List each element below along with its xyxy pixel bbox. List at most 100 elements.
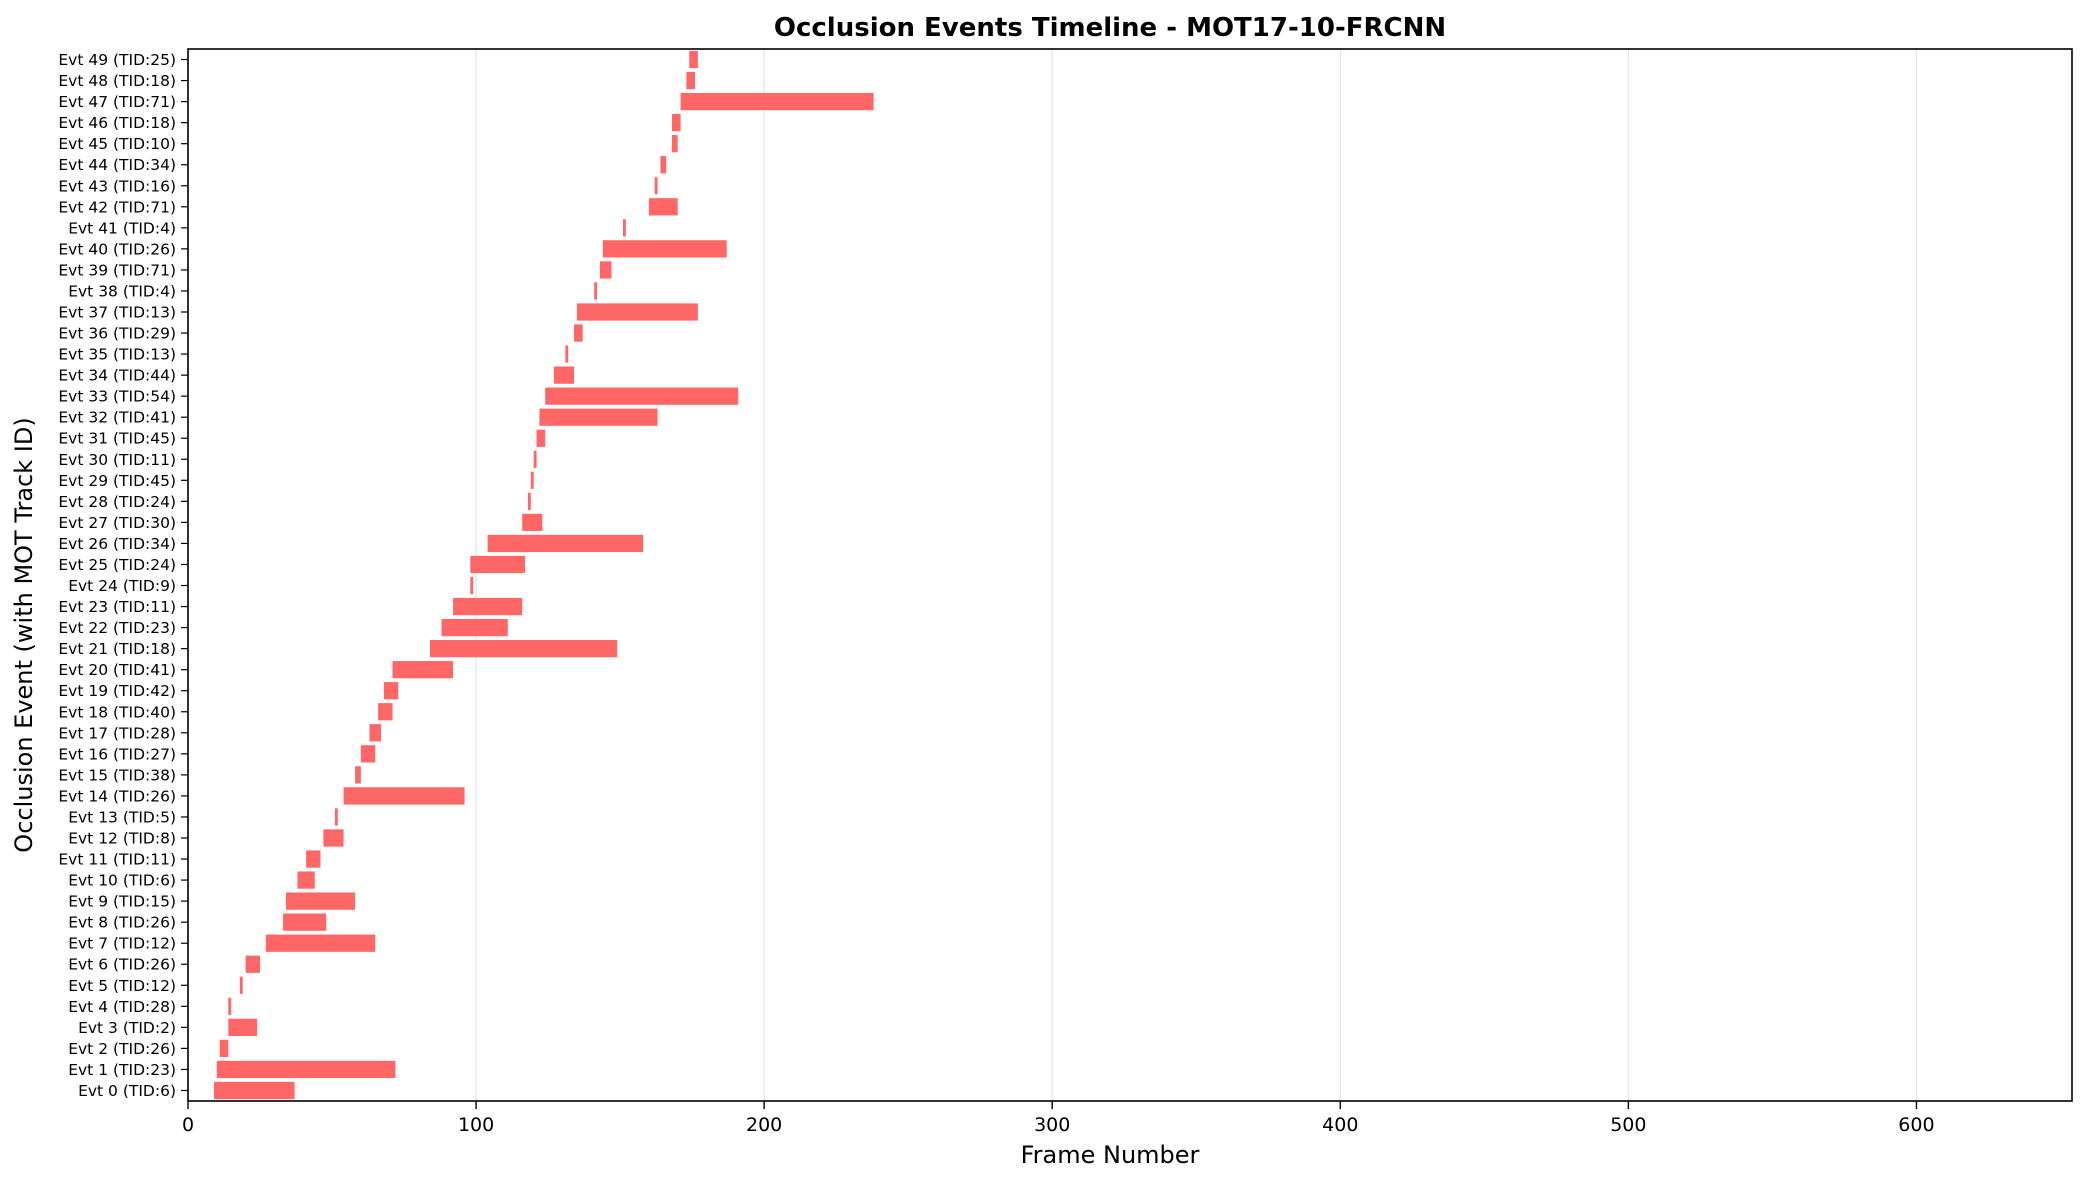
y-tick-label: Evt 14 (TID:26) xyxy=(58,787,176,805)
event-bar xyxy=(228,997,232,1015)
event-bar xyxy=(453,597,523,616)
event-bar xyxy=(689,50,698,69)
y-tick-label: Evt 6 (TID:26) xyxy=(68,956,176,974)
y-tick-label: Evt 46 (TID:18) xyxy=(58,114,176,132)
y-tick-label: Evt 32 (TID:41) xyxy=(58,409,176,427)
y-tick-label: Evt 21 (TID:18) xyxy=(58,640,176,658)
y-tick-label: Evt 10 (TID:6) xyxy=(68,872,176,890)
y-tick-label: Evt 0 (TID:6) xyxy=(78,1082,176,1100)
y-tick-label: Evt 3 (TID:2) xyxy=(78,1019,176,1037)
y-tick-label: Evt 20 (TID:41) xyxy=(58,661,176,679)
y-tick-label: Evt 41 (TID:4) xyxy=(68,219,176,237)
event-bar xyxy=(530,471,534,489)
event-bar xyxy=(553,366,575,384)
y-tick-label: Evt 45 (TID:10) xyxy=(58,135,176,153)
event-bar xyxy=(671,135,678,153)
event-bar xyxy=(306,850,321,868)
y-tick-label: Evt 39 (TID:71) xyxy=(58,261,176,279)
event-bar xyxy=(539,408,658,426)
y-tick-label: Evt 40 (TID:26) xyxy=(58,240,176,258)
y-axis-label: Occlusion Event (with MOT Track ID) xyxy=(10,417,38,852)
y-tick-label: Evt 42 (TID:71) xyxy=(58,198,176,216)
event-bar xyxy=(545,387,739,405)
y-tick-label: Evt 17 (TID:28) xyxy=(58,724,176,742)
x-tick-label: 300 xyxy=(1034,1114,1070,1136)
y-tick-label: Evt 49 (TID:25) xyxy=(58,51,176,69)
y-tick-label: Evt 4 (TID:28) xyxy=(68,998,176,1016)
y-tick-label: Evt 2 (TID:26) xyxy=(68,1040,176,1058)
event-bar xyxy=(323,829,344,847)
event-bar xyxy=(536,429,546,447)
y-tick-label: Evt 38 (TID:4) xyxy=(68,282,176,300)
event-bar xyxy=(522,513,543,532)
y-tick-label: Evt 29 (TID:45) xyxy=(58,472,176,490)
event-bar xyxy=(392,661,454,679)
event-bar xyxy=(441,618,508,637)
event-bar xyxy=(671,114,681,132)
event-bar xyxy=(343,787,465,805)
y-tick-label: Evt 47 (TID:71) xyxy=(58,93,176,111)
event-bar xyxy=(383,682,399,700)
chart-title: Occlusion Events Timeline - MOT17-10-FRC… xyxy=(774,13,1446,43)
plot-frame xyxy=(187,48,2073,1102)
x-tick-label: 400 xyxy=(1322,1114,1358,1136)
y-tick-label: Evt 35 (TID:13) xyxy=(58,346,176,364)
event-bar xyxy=(622,219,626,237)
y-tick-label: Evt 30 (TID:11) xyxy=(58,451,176,469)
event-bar xyxy=(213,1081,295,1100)
event-bar xyxy=(285,892,356,910)
event-bar xyxy=(355,766,361,784)
event-bar xyxy=(660,156,667,174)
x-axis-ticks: 0 100 200 300 400 500 600 xyxy=(182,1101,1935,1136)
y-tick-label: Evt 23 (TID:11) xyxy=(58,598,176,616)
event-bar xyxy=(297,871,315,889)
event-bar xyxy=(654,177,658,195)
y-tick-label: Evt 24 (TID:9) xyxy=(68,577,176,595)
x-tick-label: 200 xyxy=(746,1114,782,1136)
y-tick-label: Evt 11 (TID:11) xyxy=(58,851,176,869)
y-tick-label: Evt 31 (TID:45) xyxy=(58,430,176,448)
y-tick-label: Evt 8 (TID:26) xyxy=(68,914,176,932)
y-tick-label: Evt 28 (TID:24) xyxy=(58,493,176,511)
event-bar xyxy=(470,576,474,595)
y-tick-label: Evt 5 (TID:12) xyxy=(68,977,176,995)
event-bar xyxy=(470,555,526,574)
event-bar xyxy=(599,261,612,279)
x-tick-label: 600 xyxy=(1898,1114,1934,1136)
event-bar xyxy=(283,913,327,931)
event-bar xyxy=(533,450,537,468)
y-tick-label: Evt 22 (TID:23) xyxy=(58,619,176,637)
event-bar xyxy=(378,703,393,721)
y-tick-label: Evt 48 (TID:18) xyxy=(58,72,176,90)
event-bar xyxy=(680,92,874,111)
event-bar xyxy=(360,745,376,763)
x-tick-label: 500 xyxy=(1610,1114,1646,1136)
event-bar xyxy=(487,534,644,553)
event-bar xyxy=(527,492,531,510)
event-bar xyxy=(574,324,583,342)
y-tick-label: Evt 16 (TID:27) xyxy=(58,745,176,763)
y-tick-label: Evt 18 (TID:40) xyxy=(58,703,176,721)
y-tick-label: Evt 34 (TID:44) xyxy=(58,367,176,385)
x-axis-label: Frame Number xyxy=(1021,1141,1200,1169)
y-tick-label: Evt 33 (TID:54) xyxy=(58,388,176,406)
event-bar xyxy=(219,1039,229,1058)
x-tick-label: 100 xyxy=(458,1114,494,1136)
y-tick-label: Evt 44 (TID:34) xyxy=(58,156,176,174)
event-bar xyxy=(239,976,243,994)
x-tick-label: 0 xyxy=(182,1114,194,1136)
event-bar xyxy=(265,934,376,952)
bars xyxy=(213,50,874,1100)
y-tick-label: Evt 43 (TID:16) xyxy=(58,177,176,195)
event-bar xyxy=(648,198,678,216)
y-tick-label: Evt 19 (TID:42) xyxy=(58,682,176,700)
event-bar xyxy=(369,724,382,742)
y-tick-label: Evt 7 (TID:12) xyxy=(68,935,176,953)
y-tick-label: Evt 36 (TID:29) xyxy=(58,325,176,343)
y-tick-label: Evt 13 (TID:5) xyxy=(68,808,176,826)
event-bar xyxy=(565,345,569,363)
event-bar xyxy=(686,71,696,90)
y-tick-label: Evt 9 (TID:15) xyxy=(68,893,176,911)
